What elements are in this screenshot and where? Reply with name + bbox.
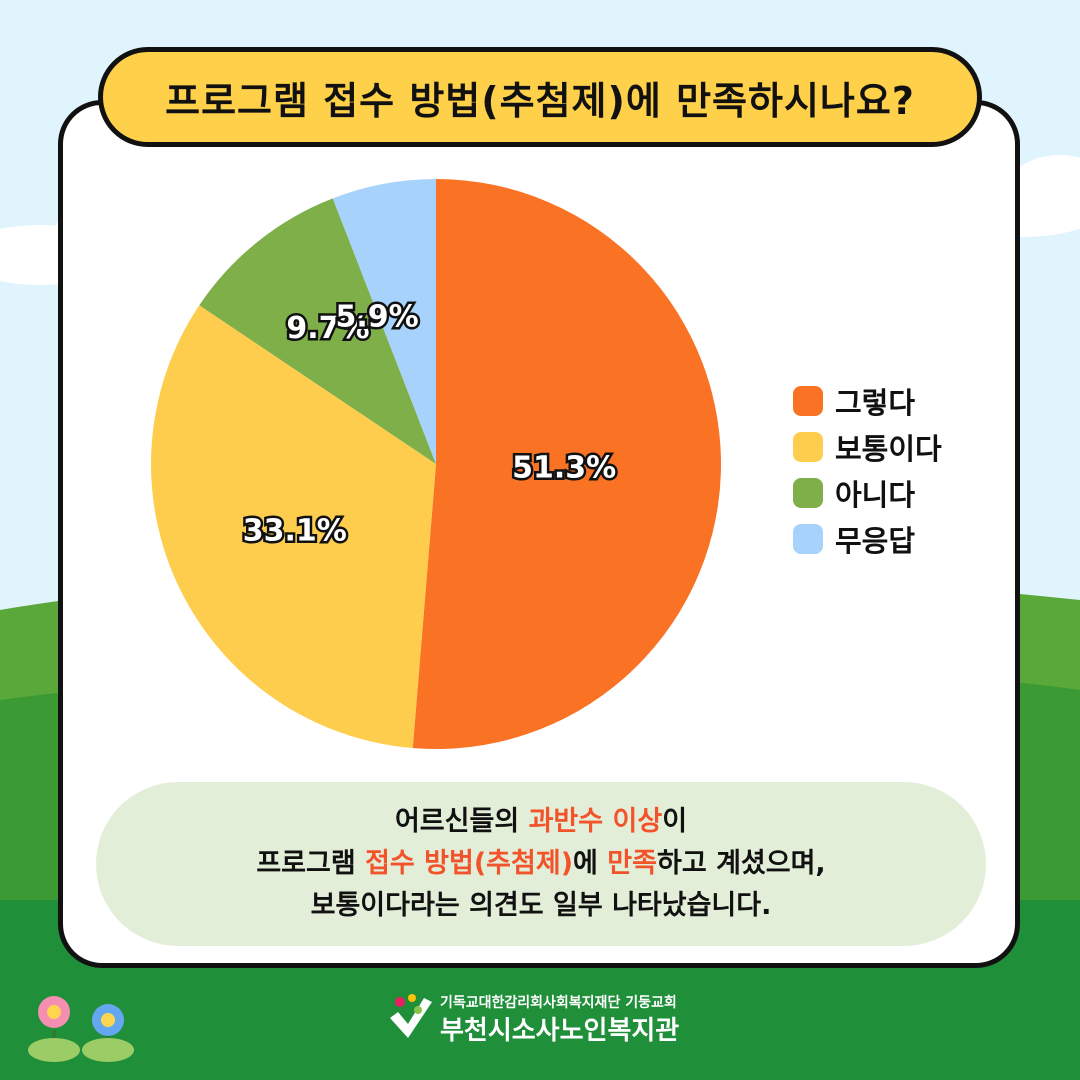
legend-label-0: 그렇다 — [835, 386, 916, 420]
flower-icon — [28, 996, 134, 1062]
footer-org: 기독교대한감리회사회복지재단 기둥교회 — [440, 995, 677, 1011]
summary-text: 에 — [573, 848, 608, 879]
legend-item-3: 무응답 — [793, 516, 942, 562]
summary-line-2: 프로그램 접수 방법(추첨제)에 만족하고 계셨으며, — [256, 843, 825, 885]
page-title: 프로그램 접수 방법(추첨제)에 만족하시나요? — [98, 47, 982, 147]
summary-text: 이 — [662, 806, 688, 837]
legend-label-3: 무응답 — [835, 524, 916, 558]
legend-swatch-2 — [793, 478, 823, 508]
summary-line-3: 보통이다라는 의견도 일부 나타났습니다. — [310, 890, 772, 921]
summary-text: 어르신들의 — [394, 806, 529, 837]
legend-label-1: 보통이다 — [835, 432, 942, 466]
chart-legend: 그렇다 보통이다 아니다 무응답 — [793, 378, 942, 562]
summary-text: 프로그램 — [256, 848, 366, 879]
summary-highlight: 과반수 이상 — [528, 806, 663, 837]
summary-text: 하고 계셨으며, — [656, 848, 826, 879]
legend-item-2: 아니다 — [793, 470, 942, 516]
summary-line-1: 어르신들의 과반수 이상이 — [395, 801, 687, 843]
legend-item-1: 보통이다 — [793, 424, 942, 470]
footer-logo: 기독교대한감리회사회복지재단 기둥교회 부천시소사노인복지관 — [388, 990, 718, 1050]
legend-swatch-0 — [793, 386, 823, 416]
summary-highlight: 접수 방법(추첨제) — [365, 848, 574, 879]
footer-name: 부천시소사노인복지관 — [440, 1016, 680, 1046]
summary-highlight: 만족 — [607, 848, 657, 879]
legend-item-0: 그렇다 — [793, 378, 942, 424]
legend-swatch-1 — [793, 432, 823, 462]
summary-box: 어르신들의 과반수 이상이 프로그램 접수 방법(추첨제)에 만족하고 계셨으며… — [96, 782, 986, 946]
legend-swatch-3 — [793, 524, 823, 554]
legend-label-2: 아니다 — [835, 478, 916, 512]
logo-icon — [390, 994, 432, 1038]
